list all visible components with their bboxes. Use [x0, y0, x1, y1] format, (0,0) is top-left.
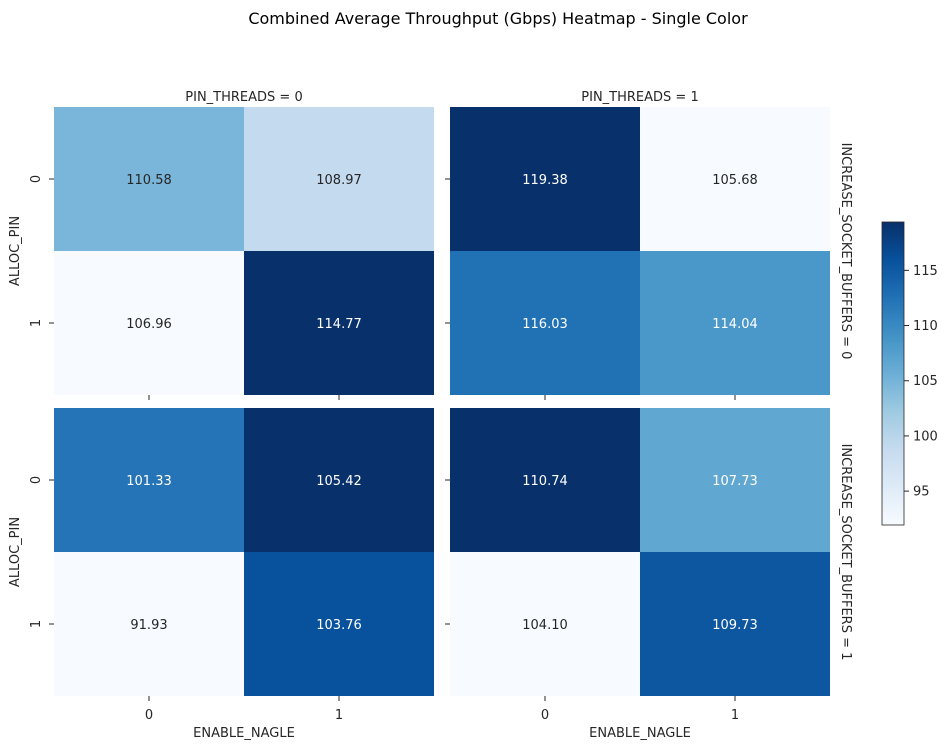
heatmap-cell	[450, 552, 640, 696]
col-facet-title-0: PIN_THREADS = 0	[185, 90, 302, 105]
heatmap-cell	[54, 107, 244, 251]
cell-value-label: 108.97	[316, 173, 362, 188]
cell-value-label: 110.74	[522, 474, 568, 489]
cell-value-label: 104.10	[522, 618, 568, 633]
heatmap-cell	[244, 251, 434, 395]
cell-value-label: 110.58	[126, 173, 172, 188]
cell-value-label: 116.03	[522, 317, 568, 332]
heatmap-cell	[640, 552, 830, 696]
cell-value-label: 101.33	[126, 474, 172, 489]
heatmap-cell	[450, 107, 640, 251]
y-tick-label: 1	[29, 620, 44, 628]
heatmap-panel: 110.58 108.97 106.96 114.77	[54, 107, 434, 395]
cell-value-label: 105.68	[712, 173, 758, 188]
heatmap-panel: 110.74 107.73 104.10 109.73	[450, 408, 830, 696]
heatmap-cell	[640, 408, 830, 552]
row-facet-title-1: INCREASE_SOCKET_BUFFERS = 1	[838, 444, 853, 661]
row-facet-title-0: INCREASE_SOCKET_BUFFERS = 0	[838, 143, 853, 360]
heatmap-cell	[640, 251, 830, 395]
chart-title: Combined Average Throughput (Gbps) Heatm…	[248, 9, 748, 28]
heatmap-panel: 119.38 105.68 116.03 114.04	[450, 107, 830, 395]
heatmap-cell	[450, 408, 640, 552]
heatmap-cell	[244, 107, 434, 251]
x-tick-label: 1	[731, 708, 739, 723]
y-axis-label-top: ALLOC_PIN	[8, 216, 23, 286]
heatmap-cell	[54, 552, 244, 696]
x-axis-label-left: ENABLE_NAGLE	[193, 726, 295, 741]
cell-value-label: 91.93	[130, 618, 167, 633]
y-tick-label: 0	[29, 175, 44, 183]
y-tick-label: 1	[29, 319, 44, 327]
heatmap-cell	[244, 408, 434, 552]
cell-value-label: 119.38	[522, 173, 568, 188]
heatmap-cell	[640, 107, 830, 251]
heatmap-cell	[244, 552, 434, 696]
cell-value-label: 103.76	[316, 618, 362, 633]
cell-value-label: 114.77	[316, 317, 362, 332]
colorbar-tick-label: 100	[913, 429, 938, 444]
colorbar-tick-label: 105	[913, 374, 938, 389]
cell-value-label: 109.73	[712, 618, 758, 633]
colorbar-tick-label: 115	[913, 264, 938, 279]
colorbar-tick-label: 95	[913, 485, 930, 500]
x-tick-label: 1	[335, 708, 343, 723]
colorbar-gradient	[881, 221, 905, 526]
heatmap-panel: 101.33 105.42 91.93 103.76	[54, 408, 434, 696]
x-tick-label: 0	[145, 708, 153, 723]
cell-value-label: 105.42	[316, 474, 362, 489]
x-axis-label-right: ENABLE_NAGLE	[589, 726, 691, 741]
colorbar-tick-label: 110	[913, 319, 938, 334]
y-axis-label-bottom: ALLOC_PIN	[8, 517, 23, 587]
x-tick-label: 0	[541, 708, 549, 723]
cell-value-label: 107.73	[712, 474, 758, 489]
heatmap-cell	[450, 251, 640, 395]
heatmap-panels: 110.58 108.97 106.96 114.77 119.38 105.68 116.…	[54, 107, 830, 696]
heatmap-cell	[54, 251, 244, 395]
heatmap-cell	[54, 408, 244, 552]
cell-value-label: 114.04	[712, 317, 758, 332]
cell-value-label: 106.96	[126, 317, 172, 332]
y-tick-label: 0	[29, 476, 44, 484]
colorbar: 95 100 105 110 115	[881, 221, 938, 526]
heatmap-axes: 0 1 0 1 0 1 0 1	[29, 175, 739, 723]
col-facet-title-1: PIN_THREADS = 1	[581, 90, 698, 105]
